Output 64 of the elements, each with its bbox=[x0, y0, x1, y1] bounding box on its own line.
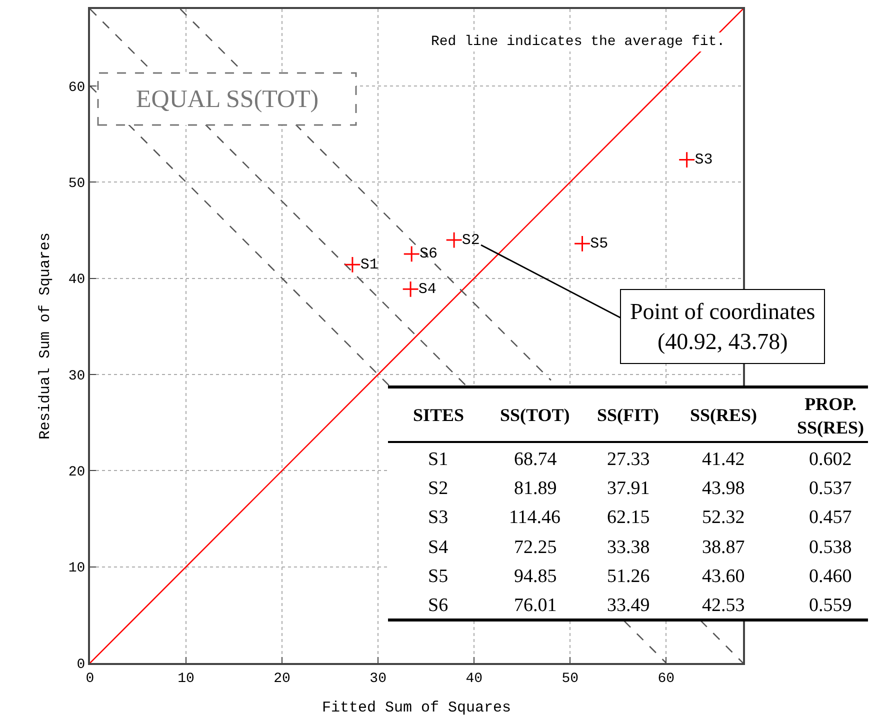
annotation: 42.53 bbox=[702, 595, 745, 616]
annotation: 52.32 bbox=[702, 507, 745, 528]
text: 0.559 bbox=[809, 595, 852, 616]
annotation: 94.85 bbox=[514, 566, 557, 587]
annotation: S5 bbox=[428, 566, 448, 587]
annotation: SITES bbox=[413, 405, 464, 425]
x-tick-label: 50 bbox=[562, 670, 579, 687]
annotation: EQUAL SS(TOT) bbox=[136, 86, 319, 113]
annotation: 33.38 bbox=[607, 537, 650, 558]
annotation: Red line indicates the average fit. bbox=[431, 34, 726, 50]
point bbox=[344, 256, 361, 274]
annotation: 43.98 bbox=[702, 478, 745, 499]
y-tick-label: 0 bbox=[76, 656, 86, 673]
point bbox=[446, 232, 462, 248]
annotation: SS(FIT) bbox=[597, 405, 660, 425]
series-label: S3 bbox=[694, 152, 713, 169]
point bbox=[678, 151, 696, 168]
point bbox=[574, 235, 591, 252]
annotation: S6 bbox=[428, 595, 448, 616]
annotation: 76.01 bbox=[514, 595, 557, 616]
text: PROP. SS(RES) bbox=[797, 394, 864, 438]
series-label: S2 bbox=[462, 232, 480, 249]
annotation: 51.26 bbox=[607, 566, 650, 587]
annotation: S4 bbox=[428, 537, 449, 558]
point bbox=[403, 246, 420, 262]
annotation: 37.91 bbox=[607, 478, 650, 499]
y-tick-label: 40 bbox=[68, 272, 86, 288]
annotation: S1 bbox=[428, 449, 448, 470]
x-tick-label: 20 bbox=[274, 670, 290, 687]
point bbox=[402, 280, 419, 298]
annotation: SS(RES) bbox=[690, 405, 758, 425]
y-axis-title: Residual Sum of Squares bbox=[37, 232, 54, 440]
series-label: S1 bbox=[360, 256, 378, 274]
annotation: 41.42 bbox=[702, 449, 745, 470]
y-tick-label: 30 bbox=[68, 368, 86, 384]
annotation: 27.33 bbox=[607, 449, 650, 470]
x-axis-title: Fitted Sum of Squares bbox=[322, 699, 512, 716]
x-tick-label: 30 bbox=[370, 670, 386, 687]
annotation: S2 bbox=[428, 478, 448, 499]
series-label: S4 bbox=[418, 280, 436, 298]
annotation: 38.87 bbox=[702, 537, 745, 558]
text: 0.460 bbox=[809, 566, 852, 587]
x-tick-label: 40 bbox=[466, 670, 483, 687]
y-tick-label: 50 bbox=[68, 176, 86, 192]
y-tick-label: 20 bbox=[68, 464, 86, 481]
annotation: S3 bbox=[428, 507, 448, 528]
text: 0.537 bbox=[809, 478, 852, 499]
x-tick-label: 10 bbox=[178, 670, 194, 687]
text: 0.457 bbox=[809, 507, 852, 528]
annotation: SS(TOT) bbox=[500, 405, 570, 425]
y-tick-label: 10 bbox=[68, 560, 86, 577]
annotation: 81.89 bbox=[514, 478, 557, 499]
y-tick-label: 60 bbox=[68, 80, 86, 96]
annotation: 62.15 bbox=[607, 507, 650, 528]
series-label: S5 bbox=[590, 235, 608, 252]
annotation: 114.46 bbox=[509, 507, 561, 528]
annotation: 68.74 bbox=[514, 449, 558, 470]
annotation: 43.60 bbox=[702, 566, 745, 587]
annotation: Point of coordinates (40.92, 43.78) bbox=[630, 299, 816, 354]
text: 0.602 bbox=[809, 449, 852, 470]
annotation: 72.25 bbox=[514, 537, 557, 558]
annotation: 33.49 bbox=[607, 595, 650, 616]
x-tick-label: 60 bbox=[658, 670, 675, 687]
text: 0.538 bbox=[809, 537, 852, 558]
